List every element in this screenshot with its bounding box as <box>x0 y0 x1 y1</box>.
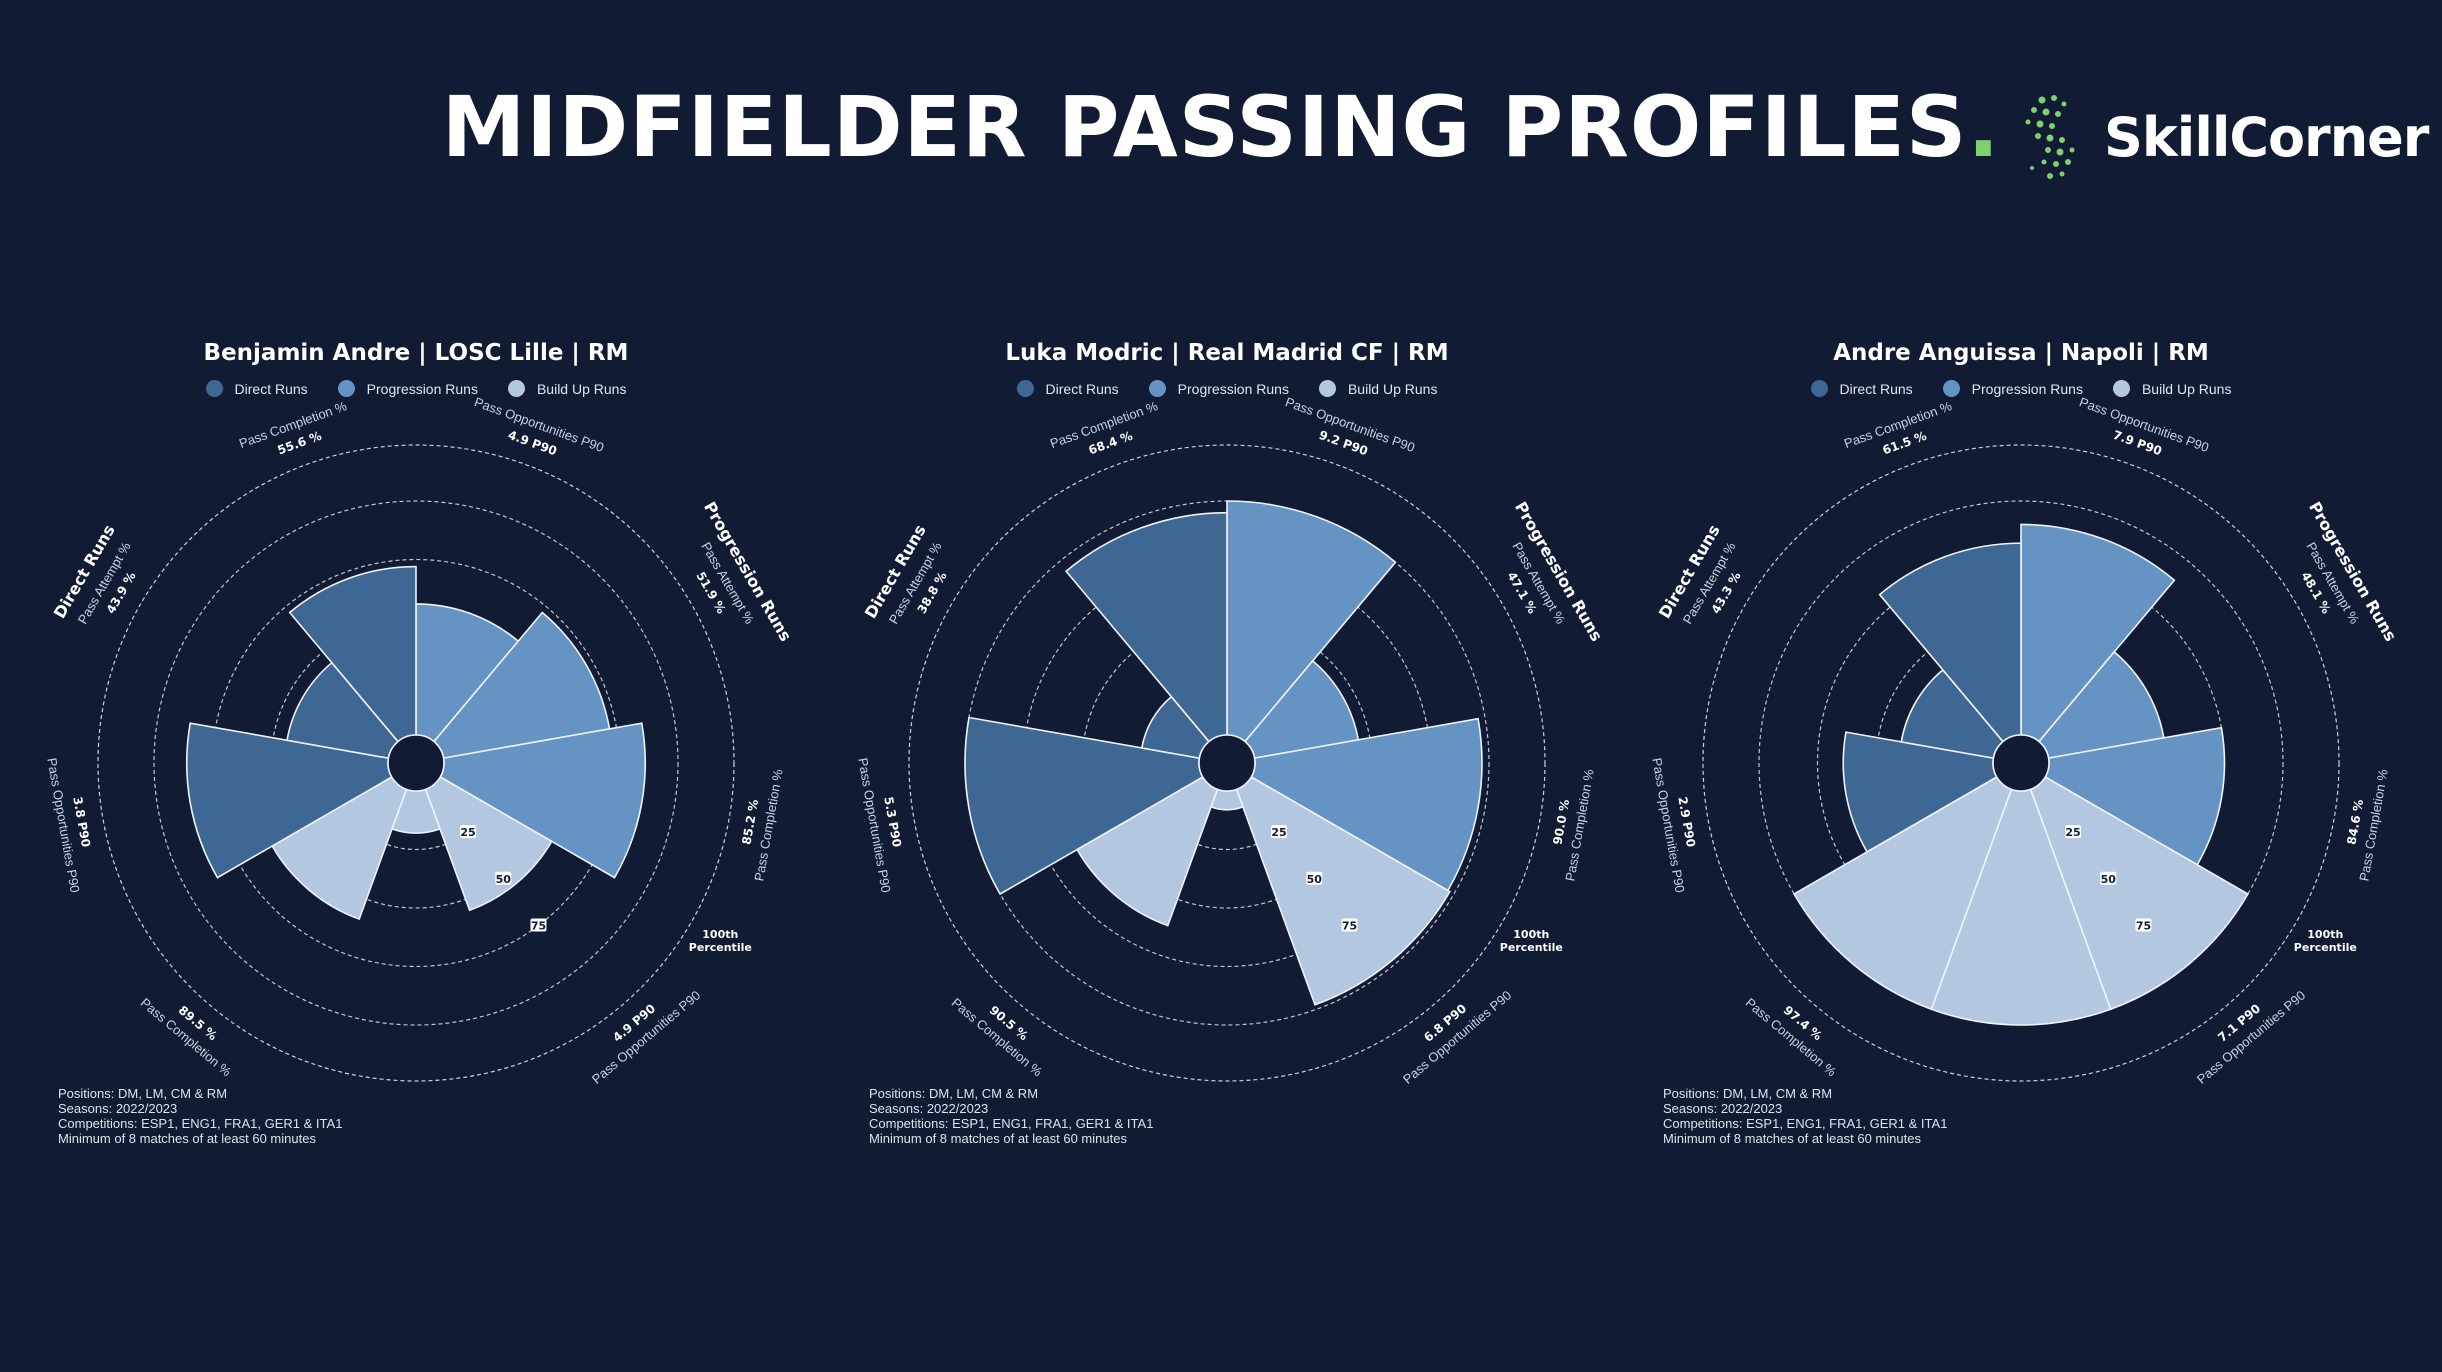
metric-label: Pass Opportunities P90 <box>589 988 703 1087</box>
footnote-line: Competitions: ESP1, ENG1, FRA1, GER1 & I… <box>58 1116 343 1131</box>
center-hole <box>1198 734 1256 792</box>
footnote-line: Positions: DM, LM, CM & RM <box>58 1086 228 1101</box>
legend-swatch-progression <box>1942 380 1960 397</box>
legend-label: Direct Runs <box>1045 380 1119 397</box>
footnote-line: Minimum of 8 matches of at least 60 minu… <box>58 1131 316 1146</box>
legend-swatch-progression <box>337 380 355 397</box>
chart-footnote: Positions: DM, LM, CM & RM Seasons: 2022… <box>869 1086 1153 1146</box>
player-panel-andre: 25 50 75 100th Percentile 4.9 P90 Pass Opportu… <box>16 330 816 1150</box>
legend-build-up-runs: Build Up Runs <box>507 380 627 397</box>
legend-label: Build Up Runs <box>1347 380 1438 397</box>
ring-label-75: 75 <box>531 920 546 933</box>
chart-title: Benjamin Andre | LOSC Lille | RM <box>203 340 629 366</box>
legend-swatch-buildup <box>507 380 525 397</box>
chart-footnote: Positions: DM, LM, CM & RM Seasons: 2022… <box>1663 1086 1947 1146</box>
outer-percentile-label: 100th <box>702 928 738 941</box>
footnote-line: Positions: DM, LM, CM & RM <box>1663 1086 1833 1101</box>
ring-label-25: 25 <box>460 826 475 839</box>
legend-progression-runs: Progression Runs <box>1942 380 2083 397</box>
legend-progression-runs: Progression Runs <box>1148 380 1289 397</box>
outer-percentile-label: Percentile <box>689 941 752 954</box>
outer-ring <box>97 444 735 1082</box>
footnote-line: Seasons: 2022/2023 <box>1663 1101 1783 1116</box>
chart-title: Luka Modric | Real Madrid CF | RM <box>1005 340 1449 366</box>
legend-direct-runs: Direct Runs <box>1016 380 1119 397</box>
legend-label: Build Up Runs <box>536 380 627 397</box>
ring-label-bg <box>2135 918 2152 932</box>
player-panel-modric: 25 50 75 100th Percentile 9.2 P90 Pass Opportu… <box>827 330 1627 1150</box>
ring-label-bg <box>2065 825 2082 839</box>
footnote-line: Competitions: ESP1, ENG1, FRA1, GER1 & I… <box>869 1116 1154 1131</box>
outer-percentile-label: 100th <box>2307 928 2343 941</box>
legend-progression-runs: Progression Runs <box>337 380 478 397</box>
ring-label-bg <box>1341 918 1358 932</box>
legend-swatch-direct <box>1016 380 1034 397</box>
legend-label: Direct Runs <box>234 380 308 397</box>
footnote-line: Minimum of 8 matches of at least 60 minu… <box>869 1131 1127 1146</box>
ring-label-50: 50 <box>496 873 512 886</box>
footnote-line: Seasons: 2022/2023 <box>869 1101 989 1116</box>
outer-ring <box>1702 444 2340 1082</box>
ring-label-50: 50 <box>1307 873 1323 886</box>
page-title-text: MIDFIELDER PASSING PROFILES <box>441 78 1968 176</box>
page-title: MIDFIELDER PASSING PROFILES. <box>0 78 2442 176</box>
ring-label-25: 25 <box>2065 826 2080 839</box>
brand-name: SkillCorner <box>2104 106 2429 169</box>
metric-label: Pass Opportunities P90 <box>2194 988 2308 1087</box>
legend-label: Build Up Runs <box>2141 380 2232 397</box>
chart-legend: Direct Runs Progression Runs Build Up Ru… <box>1621 380 2421 397</box>
legend-label: Progression Runs <box>1177 380 1289 397</box>
outer-percentile-label: Percentile <box>2294 941 2357 954</box>
legend-swatch-direct <box>1810 380 1828 397</box>
chart-legend: Direct Runs Progression Runs Build Up Ru… <box>827 380 1627 397</box>
chart-title: Andre Anguissa | Napoli | RM <box>1833 340 2209 366</box>
outer-percentile-label: 100th <box>1513 928 1549 941</box>
legend-swatch-buildup <box>1318 380 1336 397</box>
ring-label-bg <box>530 918 547 932</box>
metric-label: Pass Opportunities P90 <box>1400 988 1514 1087</box>
legend-swatch-buildup <box>2112 380 2130 397</box>
ring-label-25: 25 <box>1271 826 1286 839</box>
ring-label-bg <box>1271 825 1288 839</box>
player-panel-anguissa: 25 50 75 100th Percentile 7.9 P90 Pass Opportu… <box>1621 330 2421 1150</box>
grid-ring-100 <box>153 500 679 1026</box>
ring-label-bg <box>1306 871 1323 885</box>
ring-label-bg <box>2100 871 2117 885</box>
legend-build-up-runs: Build Up Runs <box>2112 380 2232 397</box>
legend-direct-runs: Direct Runs <box>205 380 308 397</box>
ring-label-bg <box>495 871 512 885</box>
ring-label-75: 75 <box>1342 920 1357 933</box>
legend-swatch-progression <box>1148 380 1166 397</box>
bar-direct-runs-pass-completion <box>1064 511 1228 743</box>
footnote-line: Competitions: ESP1, ENG1, FRA1, GER1 & I… <box>1663 1116 1948 1131</box>
skillcorner-logo: SkillCorner <box>2020 92 2429 188</box>
footnote-line: Positions: DM, LM, CM & RM <box>869 1086 1039 1101</box>
center-hole <box>387 734 445 792</box>
ring-label-50: 50 <box>2101 873 2117 886</box>
grid-ring-100 <box>1758 500 2284 1026</box>
legend-build-up-runs: Build Up Runs <box>1318 380 1438 397</box>
outer-ring <box>908 444 1546 1082</box>
footnote-line: Seasons: 2022/2023 <box>58 1101 178 1116</box>
footnote-line: Minimum of 8 matches of at least 60 minu… <box>1663 1131 1921 1146</box>
legend-label: Progression Runs <box>1971 380 2083 397</box>
outer-percentile-label: Percentile <box>1500 941 1563 954</box>
center-hole <box>1992 734 2050 792</box>
title-dot: . <box>1967 78 2001 176</box>
legend-label: Progression Runs <box>366 380 478 397</box>
legend-swatch-direct <box>205 380 223 397</box>
legend-label: Direct Runs <box>1839 380 1913 397</box>
ring-label-75: 75 <box>2136 920 2151 933</box>
legend-direct-runs: Direct Runs <box>1810 380 1913 397</box>
skillcorner-logo-icon <box>2025 95 2075 179</box>
chart-footnote: Positions: DM, LM, CM & RM Seasons: 2022… <box>58 1086 342 1146</box>
ring-label-bg <box>460 825 477 839</box>
chart-legend: Direct Runs Progression Runs Build Up Ru… <box>16 380 816 397</box>
